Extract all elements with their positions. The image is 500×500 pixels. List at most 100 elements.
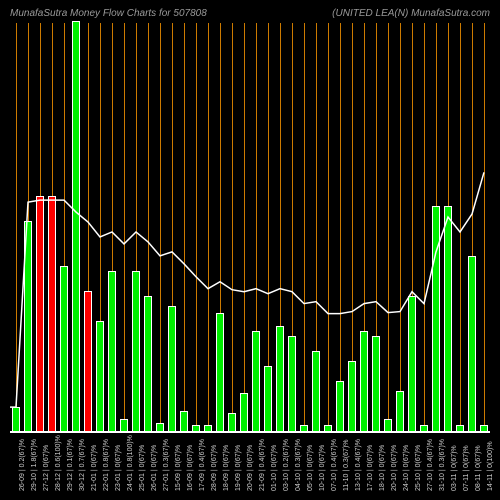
bar xyxy=(360,331,368,431)
bar xyxy=(420,425,428,431)
bar xyxy=(312,351,320,431)
x-axis-label: 21-01 | 0(67)% xyxy=(91,445,98,491)
bar xyxy=(48,196,56,431)
bar xyxy=(240,393,248,431)
x-axis-label: 27-01 | 0.3(67)% xyxy=(163,439,170,491)
bar xyxy=(132,271,140,431)
gridline xyxy=(484,23,485,431)
x-axis-label: 21-09 | 0.4(67)% xyxy=(259,439,266,491)
x-axis-label: 08-11 | 0(67)% xyxy=(475,445,482,491)
gridline xyxy=(244,23,245,431)
x-axis-label: 25-01 | 0(67)% xyxy=(139,445,146,491)
x-axis-label: 17-10 | 0(67)% xyxy=(367,445,374,491)
x-axis-label: 30-12 | 0.7(67)% xyxy=(79,439,86,491)
x-axis-label: 24-10 | 0(67)% xyxy=(403,445,410,491)
gridline xyxy=(208,23,209,431)
bar xyxy=(300,425,308,431)
bar xyxy=(336,381,344,431)
x-axis-label: 11-10 | 0.3(67)% xyxy=(343,440,350,492)
x-axis-label: 19-09 | 0(67)% xyxy=(235,445,242,491)
bar xyxy=(408,296,416,431)
x-axis-label: 18-09 | 0(67)% xyxy=(223,445,230,491)
bar xyxy=(396,391,404,431)
x-axis-label: 01-10 | 0(67)% xyxy=(271,445,278,491)
bar xyxy=(60,266,68,431)
x-axis-label: 20-09 | 0(67)% xyxy=(247,445,254,491)
gridline xyxy=(16,23,17,431)
x-axis-label: 27-10 | 0.4(67)% xyxy=(427,439,434,491)
title-right: (UNITED LEA(N) MunafaSutra.com xyxy=(332,8,490,19)
bar xyxy=(36,196,44,431)
bar xyxy=(180,411,188,431)
x-axis-label: 07-11 | 0(67)% xyxy=(463,445,470,491)
x-axis-label: 28-09 | 0(67)% xyxy=(211,445,218,491)
bar xyxy=(444,206,452,431)
gridline xyxy=(304,23,305,431)
gridline xyxy=(400,23,401,431)
x-axis-label: 28-12 | 0.6(100)% xyxy=(55,435,62,491)
gridline xyxy=(460,23,461,431)
x-axis-label: 29-12 | 0.1(67)% xyxy=(67,439,74,491)
title-left: MunafaSutra Money Flow Charts for 507808 xyxy=(10,8,207,19)
gridline xyxy=(328,23,329,431)
gridline xyxy=(424,23,425,431)
bar xyxy=(288,336,296,431)
x-axis-label: 25-10 | 0(67)% xyxy=(415,445,422,491)
x-axis-label: 31-10 | 0.3(67)% xyxy=(439,439,446,491)
bar xyxy=(108,271,116,431)
bar xyxy=(120,419,128,431)
gridline xyxy=(232,23,233,431)
gridline xyxy=(184,23,185,431)
bar xyxy=(456,425,464,431)
line-overlay xyxy=(10,23,490,431)
bar xyxy=(264,366,272,431)
x-axis-label: 15-09 | 0(67)% xyxy=(175,445,182,491)
gridline xyxy=(340,23,341,431)
x-axis-label: 07-10 | 0.4(67)% xyxy=(331,439,338,491)
x-axis-label: 05-10 | 0(67)% xyxy=(307,445,314,491)
bar xyxy=(276,326,284,431)
x-axis-label: 03-11 | 0(67)% xyxy=(451,445,458,491)
x-axis-label: 10-10 | 0(67)% xyxy=(319,445,326,491)
x-axis-label: 14-11 | 0(100)% xyxy=(487,441,494,491)
bar xyxy=(432,206,440,431)
bar xyxy=(228,413,236,431)
bar xyxy=(384,419,392,431)
gridline xyxy=(388,23,389,431)
x-axis-label: 24-01 | 0.8(100)% xyxy=(127,435,134,491)
bar xyxy=(480,425,488,431)
x-axis-label: 20-10 | 0(67)% xyxy=(391,445,398,491)
bar xyxy=(12,407,20,431)
bar xyxy=(144,296,152,431)
bar xyxy=(468,256,476,431)
x-axis-label: 13-10 | 0.4(67)% xyxy=(355,439,362,491)
bar xyxy=(72,21,80,431)
gridline xyxy=(196,23,197,431)
bar xyxy=(324,425,332,431)
x-axis: 26-09 | 0.2(67)% 29-10 | 1.8(67)% 27-12 | … xyxy=(10,433,490,493)
bar xyxy=(96,321,104,431)
bar xyxy=(192,425,200,431)
x-axis-label: 26-09 | 0.2(67)% xyxy=(19,439,26,491)
x-axis-label: 22-01 | 0.8(67)% xyxy=(103,439,110,491)
gridline xyxy=(124,23,125,431)
bar xyxy=(348,361,356,431)
x-axis-label: 18-10 | 0(67)% xyxy=(379,445,386,491)
bar xyxy=(204,425,212,431)
x-axis-label: 17-09 | 0.4(67)% xyxy=(199,439,206,491)
bar xyxy=(216,313,224,431)
bar xyxy=(84,291,92,431)
bar xyxy=(372,336,380,431)
money-flow-chart xyxy=(10,23,490,433)
x-axis-label: 03-10 | 0.2(67)% xyxy=(283,439,290,491)
x-axis-label: 29-10 | 1.8(67)% xyxy=(31,439,38,491)
x-axis-label: 16-09 | 0(67)% xyxy=(187,445,194,491)
x-axis-label: 23-01 | 0(67)% xyxy=(115,445,122,491)
x-axis-label: 26-01 | 0(67)% xyxy=(151,445,158,491)
bar xyxy=(252,331,260,431)
x-axis-label: 27-12 | 0(67)% xyxy=(43,445,50,491)
bar xyxy=(24,221,32,431)
bar xyxy=(156,423,164,431)
chart-header: MunafaSutra Money Flow Charts for 507808… xyxy=(0,0,500,23)
x-axis-label: 04-10 | 0.3(67)% xyxy=(295,439,302,491)
